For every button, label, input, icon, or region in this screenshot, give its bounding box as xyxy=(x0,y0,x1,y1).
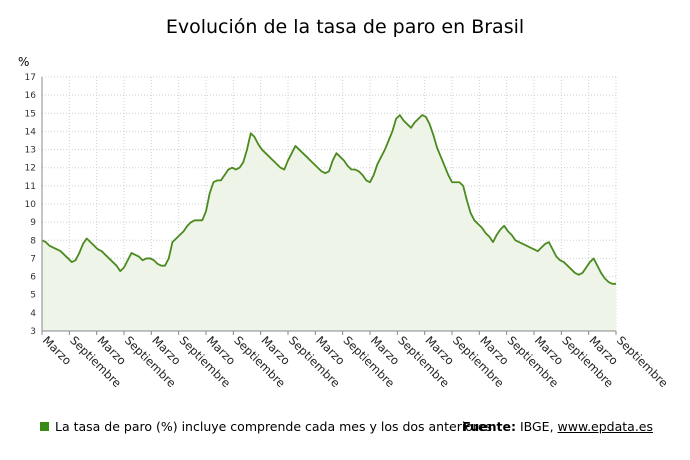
legend-marker xyxy=(40,422,49,431)
y-tick-label: 17 xyxy=(25,73,36,83)
y-tick-label: 7 xyxy=(30,254,36,264)
y-tick-label: 16 xyxy=(25,91,37,101)
y-tick-label: 15 xyxy=(25,109,36,119)
y-tick-label: 8 xyxy=(30,236,36,246)
legend-note-text: La tasa de paro (%) incluye comprende ca… xyxy=(55,419,493,434)
y-tick-label: 12 xyxy=(25,164,36,174)
y-tick-label: 13 xyxy=(25,146,36,156)
source-credit: Fuente: IBGE, www.epdata.es xyxy=(462,419,653,434)
y-tick-label: 6 xyxy=(30,273,36,283)
axis-layer xyxy=(41,77,617,335)
series-line xyxy=(41,114,616,285)
y-tick-label: 14 xyxy=(25,127,37,137)
source-text: IBGE, xyxy=(519,419,554,434)
x-tick-label: Septiembre xyxy=(614,333,671,390)
area-layer xyxy=(41,114,616,331)
y-tick-label: 11 xyxy=(25,182,36,192)
chart-title: Evolución de la tasa de paro en Brasil xyxy=(165,16,525,38)
y-tick-label: 9 xyxy=(30,218,36,228)
y-tick-label: 4 xyxy=(30,309,36,319)
y-tick-label: 10 xyxy=(25,200,37,210)
x-tick-labels: MarzoSeptiembreMarzoSeptiembreMarzoSepti… xyxy=(40,333,671,390)
y-tick-label: 5 xyxy=(30,291,36,301)
x-tick-label: Marzo xyxy=(40,333,74,367)
source-label: Fuente: xyxy=(462,419,516,434)
y-axis-label: % xyxy=(18,55,29,69)
y-tick-label: 3 xyxy=(30,327,36,337)
source-link[interactable]: www.epdata.es xyxy=(557,419,653,434)
legend-note: La tasa de paro (%) incluye comprende ca… xyxy=(40,419,492,434)
series-area xyxy=(42,115,616,331)
y-tick-labels: 3 4 5 6 7 8 9 10 11 12 13 14 15 16 17 xyxy=(25,73,37,337)
